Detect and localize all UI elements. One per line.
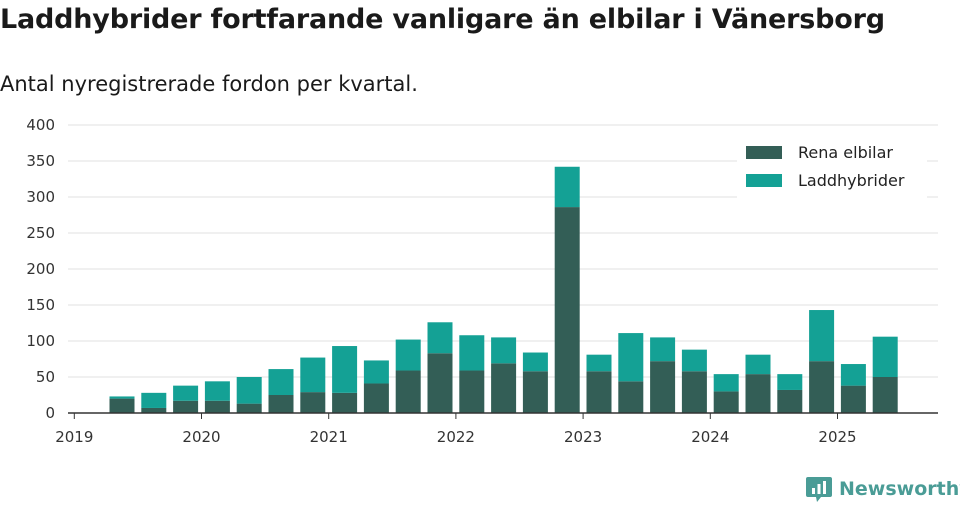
- x-tick-label: 2021: [310, 428, 348, 446]
- legend-label: Laddhybrider: [798, 171, 905, 190]
- chart-title: Laddhybrider fortfarande vanligare än el…: [0, 4, 885, 35]
- y-tick-label: 50: [36, 368, 55, 386]
- bar-laddhybrider: [586, 354, 612, 372]
- y-tick-label: 250: [26, 224, 55, 242]
- y-tick-label: 300: [26, 188, 55, 206]
- bar-laddhybrider: [777, 374, 803, 390]
- chart-subtitle: Antal nyregistrerade fordon per kvartal.: [0, 72, 418, 96]
- bar-laddhybrider: [554, 166, 580, 208]
- x-tick-label: 2022: [437, 428, 475, 446]
- bar-laddhybrider: [522, 352, 548, 372]
- bar-rena-elbilar: [777, 389, 803, 413]
- bar-rena-elbilar: [395, 370, 421, 413]
- y-tick-label: 350: [26, 152, 55, 170]
- bar-rena-elbilar: [332, 392, 358, 413]
- bar-laddhybrider: [204, 381, 230, 401]
- bar-rena-elbilar: [173, 400, 199, 413]
- legend-swatch: [746, 146, 782, 159]
- bar-laddhybrider: [363, 360, 389, 384]
- bar-rena-elbilar: [459, 370, 485, 413]
- bar-laddhybrider: [745, 354, 771, 375]
- bar-laddhybrider: [618, 333, 644, 382]
- bar-laddhybrider: [840, 364, 866, 386]
- bar-rena-elbilar: [109, 398, 135, 413]
- legend: Rena elbilar Laddhybrider: [737, 138, 927, 198]
- y-tick-label: 0: [45, 404, 55, 422]
- bar-laddhybrider: [427, 322, 453, 354]
- bar-laddhybrider: [681, 349, 707, 372]
- y-tick-label: 400: [26, 116, 55, 134]
- newsworthy-brand: Newsworthy: [805, 474, 960, 504]
- bar-laddhybrider: [809, 310, 835, 362]
- stacked-bar-chart: 0 50 100 150 200 250 300 350 400 2019 2020 2021 202…: [26, 116, 938, 446]
- bar-laddhybrider: [459, 335, 485, 371]
- bar-rena-elbilar: [840, 385, 866, 413]
- bar-rena-elbilar: [491, 363, 517, 413]
- bar-rena-elbilar: [522, 371, 548, 413]
- bar-laddhybrider: [491, 337, 517, 364]
- y-tick-label: 200: [26, 260, 55, 278]
- bar-laddhybrider: [268, 369, 294, 395]
- bar-rena-elbilar: [300, 392, 326, 413]
- legend-label: Rena elbilar: [798, 143, 893, 162]
- bar-rena-elbilar: [618, 381, 644, 413]
- bar-laddhybrider: [395, 339, 421, 371]
- bar-laddhybrider: [109, 396, 135, 399]
- brand-name: Newsworthy: [839, 478, 960, 500]
- bar-rena-elbilar: [650, 361, 676, 413]
- bar-rena-elbilar: [745, 374, 771, 413]
- bar-laddhybrider: [300, 357, 326, 393]
- x-axis: 2019 2020 2021 2022 2023 2024 2025: [55, 412, 938, 446]
- bar-rena-elbilar: [268, 395, 294, 413]
- bar-rena-elbilar: [809, 361, 835, 413]
- bar-rena-elbilar: [141, 407, 167, 413]
- bar-laddhybrider: [236, 377, 262, 404]
- bar-rena-elbilar: [586, 371, 612, 413]
- bar-rena-elbilar: [872, 377, 898, 413]
- y-tick-label: 150: [26, 296, 55, 314]
- bar-rena-elbilar: [681, 371, 707, 413]
- y-axis-ticks: 0 50 100 150 200 250 300 350 400: [26, 116, 55, 422]
- bar-rena-elbilar: [427, 353, 453, 413]
- x-tick-label: 2025: [818, 428, 856, 446]
- x-tick-label: 2020: [182, 428, 220, 446]
- newsworthy-logo-icon: [806, 477, 832, 502]
- bars: [109, 166, 898, 413]
- bar-laddhybrider: [173, 385, 199, 401]
- bar-laddhybrider: [713, 374, 739, 392]
- y-tick-label: 100: [26, 332, 55, 350]
- bar-laddhybrider: [872, 336, 898, 377]
- legend-swatch: [746, 174, 782, 187]
- bar-rena-elbilar: [713, 391, 739, 413]
- bar-rena-elbilar: [236, 403, 262, 413]
- x-tick-label: 2019: [55, 428, 93, 446]
- bar-rena-elbilar: [204, 400, 230, 413]
- x-tick-label: 2024: [691, 428, 729, 446]
- x-tick-label: 2023: [564, 428, 602, 446]
- bar-rena-elbilar: [554, 207, 580, 413]
- bar-laddhybrider: [332, 346, 358, 393]
- bar-rena-elbilar: [363, 383, 389, 413]
- bar-laddhybrider: [650, 337, 676, 362]
- bar-laddhybrider: [141, 392, 167, 408]
